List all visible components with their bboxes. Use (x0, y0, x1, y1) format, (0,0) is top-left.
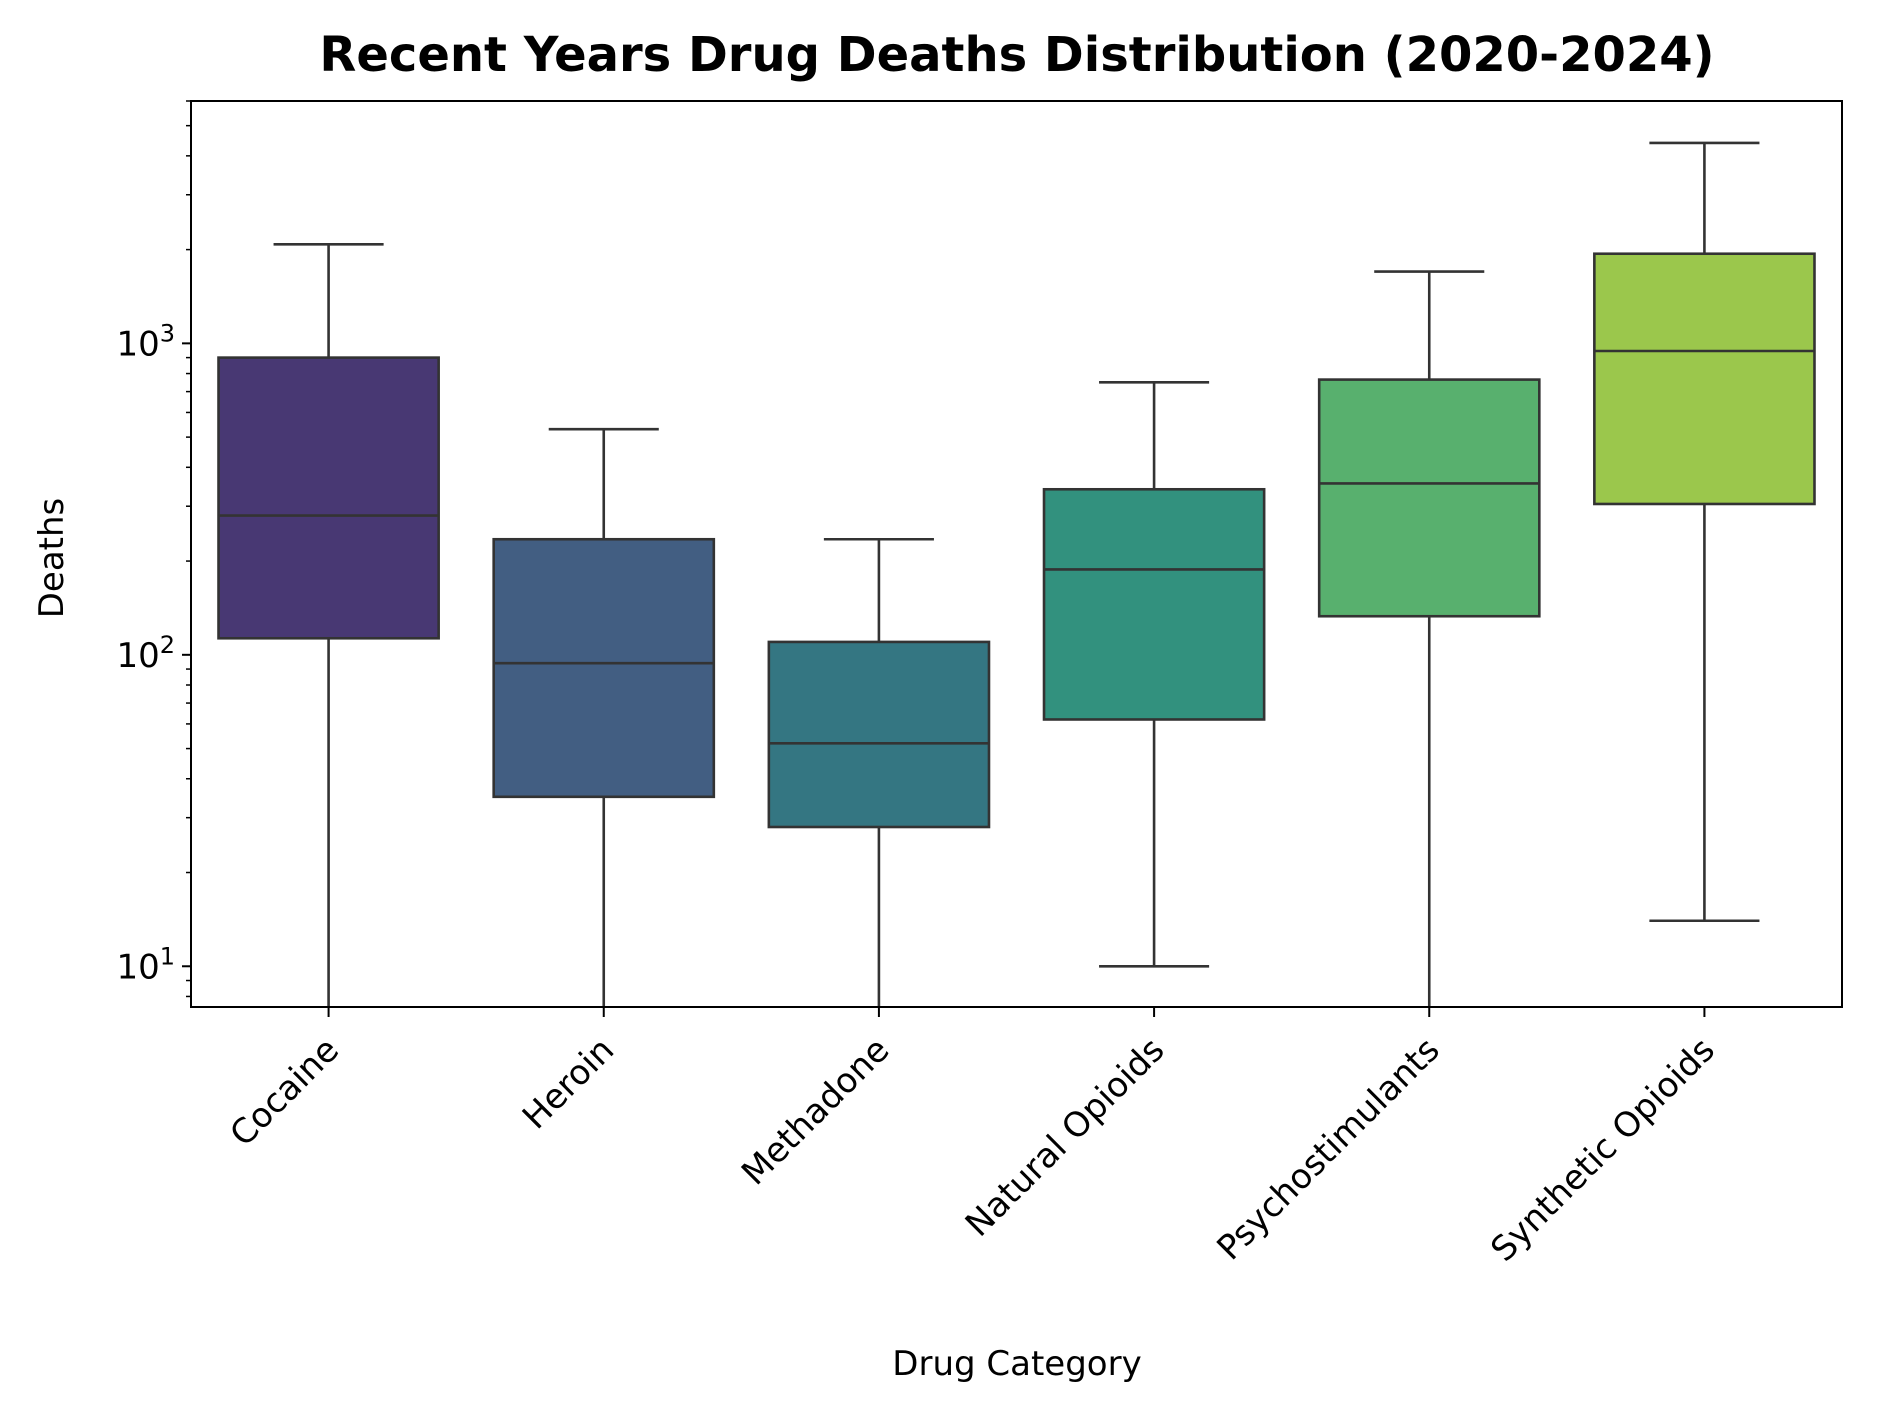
box-natural-opioids (1042, 487, 1266, 721)
y-tick-label: 101 (116, 942, 175, 987)
chart-title: Recent Years Drug Deaths Distribution (2… (319, 27, 1714, 83)
x-tick-label: Heroin (515, 1030, 622, 1137)
box-synthetic-opioids (1593, 252, 1816, 506)
x-tick-label: Synthetic Opioids (1483, 1030, 1722, 1269)
x-tick-label: Methadone (734, 1030, 897, 1193)
x-tick-label: Psychostimulants (1209, 1030, 1447, 1268)
box-psychostimulants (1317, 378, 1541, 618)
y-tick-label: 103 (116, 319, 175, 364)
x-tick-label: Cocaine (223, 1030, 347, 1154)
y-axis-label: Deaths (32, 498, 72, 619)
plot-frame (190, 100, 1843, 1008)
box-heroin (492, 537, 716, 799)
plot-area: 101 102 103 Cocaine Heroin Methadone Natural O… (116, 100, 1843, 1270)
y-tick-label: 102 (116, 631, 175, 676)
x-tick-label: Natural Opioids (958, 1030, 1173, 1245)
x-axis-label: Drug Category (892, 1344, 1141, 1384)
box-methadone (767, 640, 991, 829)
box-cocaine (217, 356, 440, 640)
